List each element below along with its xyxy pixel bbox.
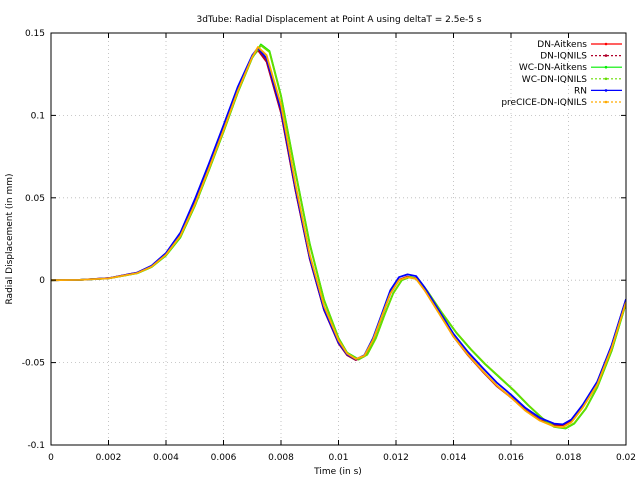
y-tick-label: 0: [39, 276, 45, 286]
legend-label-rn: RN: [574, 86, 587, 96]
legend-label-wc-dn-aitkens: WC-DN-Aitkens: [519, 63, 587, 73]
series-layer: [51, 43, 626, 430]
x-tick-label: 0.002: [96, 453, 122, 463]
x-tick-label: 0.018: [556, 453, 582, 463]
legend-label-dn-aitkens: DN-Aitkens: [537, 40, 587, 50]
series-line-precice-dn-iqnils: [51, 46, 626, 429]
chart-title: 3dTube: Radial Displacement at Point A u…: [196, 15, 481, 25]
x-tick-label: 0.014: [441, 453, 467, 463]
x-tick-label: 0.02: [616, 453, 636, 463]
x-axis-label: Time (in s): [313, 467, 362, 477]
legend-label-precice-dn-iqnils: preCICE-DN-IQNILS: [501, 98, 587, 108]
y-tick-label: 0.05: [25, 194, 45, 204]
legend-marker-wc-dn-iqnils: [604, 77, 608, 81]
legend-marker-dn-iqnils: [604, 54, 608, 57]
legend-marker-dn-aitkens: [604, 42, 608, 46]
y-tick-label: -0.05: [22, 359, 45, 369]
x-tick-label: 0.008: [268, 453, 294, 463]
y-axis-label: Radial Displacement (in mm): [5, 173, 15, 304]
x-tick-label: 0: [48, 453, 54, 463]
x-tick-label: 0.006: [211, 453, 237, 463]
legend-marker-wc-dn-aitkens: [604, 65, 608, 69]
legend-label-wc-dn-iqnils: WC-DN-IQNILS: [522, 75, 587, 85]
y-tick-label: -0.1: [27, 441, 45, 451]
x-tick-label: 0.012: [383, 453, 409, 463]
legend-label-dn-iqnils: DN-IQNILS: [540, 52, 587, 62]
axis-ticks: 0 0.002 0.004 0.006 0.008 0.01 0.012 0.014 0.016…: [22, 29, 636, 463]
x-tick-label: 0.01: [328, 453, 348, 463]
y-tick-label: 0.1: [31, 111, 45, 121]
legend-marker-precice-dn-iqnils: [604, 100, 608, 104]
x-tick-label: 0.016: [498, 453, 524, 463]
legend-marker-rn: [604, 89, 608, 92]
x-tick-label: 0.004: [153, 453, 179, 463]
y-tick-label: 0.15: [25, 29, 45, 39]
